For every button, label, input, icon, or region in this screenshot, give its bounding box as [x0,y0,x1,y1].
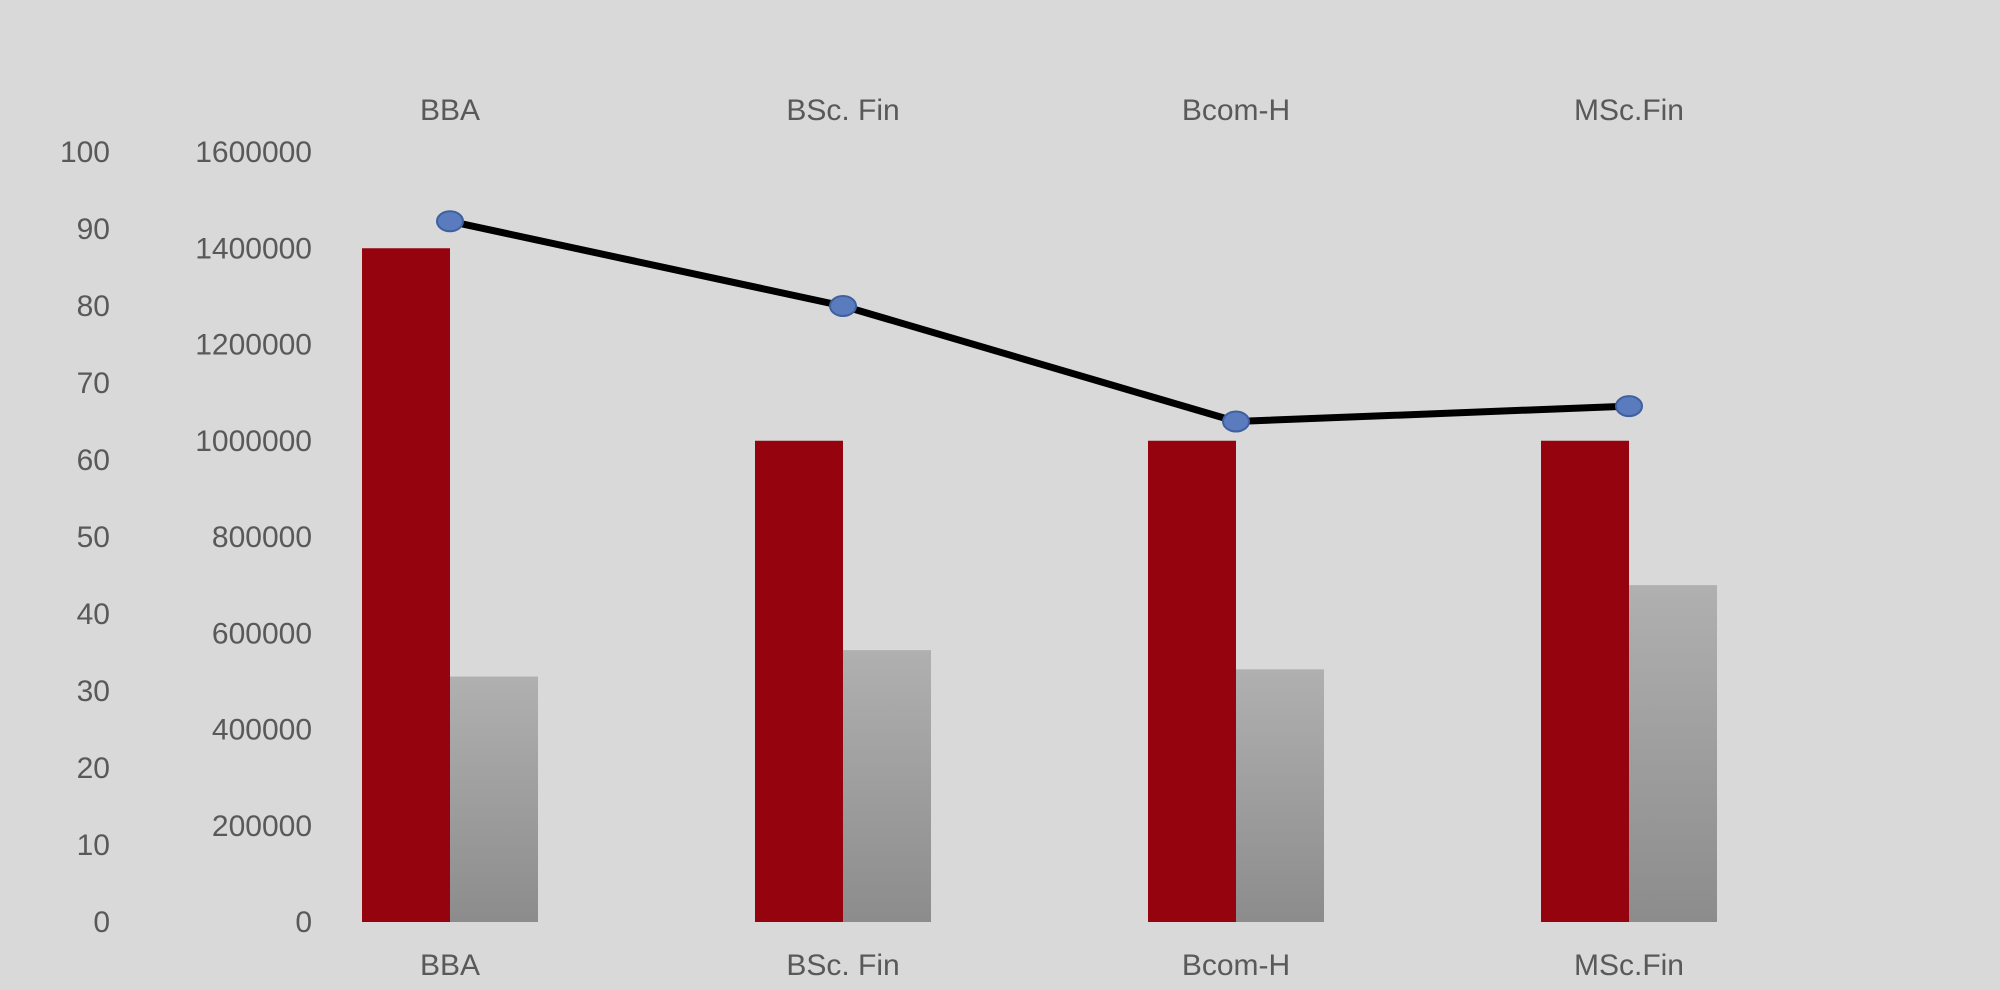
secondary-y-tick-label: 40 [77,598,110,631]
bar-red [755,440,843,922]
top-category-label: Bcom-H [1182,94,1290,127]
x-tick-label: BSc. Fin [786,949,899,982]
primary-y-tick-label: 1200000 [195,329,312,362]
bar-series [362,248,1717,922]
line-marker [829,295,857,317]
secondary-y-tick-label: 20 [77,752,110,785]
bar-red [362,248,450,922]
secondary-y-tick-label: 80 [77,290,110,323]
x-tick-label: Bcom-H [1182,949,1290,982]
primary-y-tick-label: 1000000 [195,425,312,458]
secondary-y-tick-label: 90 [77,213,110,246]
primary-y-tick-label: 200000 [212,810,312,843]
top-category-label: MSc.Fin [1574,94,1684,127]
bar-grey [1236,669,1324,922]
line-series [436,210,1643,433]
secondary-y-tick-label: 100 [60,136,110,169]
bar-grey [1629,585,1717,922]
secondary-y-tick-label: 60 [77,444,110,477]
primary-y-tick-label: 400000 [212,714,312,747]
secondary-y-tick-label: 0 [93,906,110,939]
primary-y-tick-label: 800000 [212,521,312,554]
x-tick-label: MSc.Fin [1574,949,1684,982]
x-axis-category-labels: BBA BSc. Fin Bcom-H MSc.Fin [420,949,1684,982]
bar-red [1541,440,1629,922]
bar-red [1148,440,1236,922]
line-path [449,217,1630,425]
secondary-y-tick-label: 50 [77,521,110,554]
secondary-y-tick-label: 10 [77,829,110,862]
line-marker [436,210,464,233]
bar-grey [843,650,931,922]
primary-y-tick-label: 1400000 [195,232,312,265]
top-category-labels: BBA BSc. Fin Bcom-H MSc.Fin [420,94,1684,127]
secondary-y-axis: 0 10 20 30 40 50 60 70 80 90 100 [60,136,110,939]
line-marker [1222,410,1250,433]
primary-y-tick-label: 600000 [212,617,312,650]
bar-grey [450,676,538,922]
x-tick-label: BBA [420,949,480,982]
primary-y-tick-label: 0 [295,906,312,939]
primary-y-axis: 0 200000 400000 600000 800000 1000000 1200000 1… [195,136,312,939]
top-category-label: BSc. Fin [786,94,899,127]
secondary-y-tick-label: 30 [77,675,110,708]
primary-y-tick-label: 1600000 [195,136,312,169]
secondary-y-tick-label: 70 [77,367,110,400]
line-marker [1615,395,1643,418]
top-category-label: BBA [420,94,480,127]
